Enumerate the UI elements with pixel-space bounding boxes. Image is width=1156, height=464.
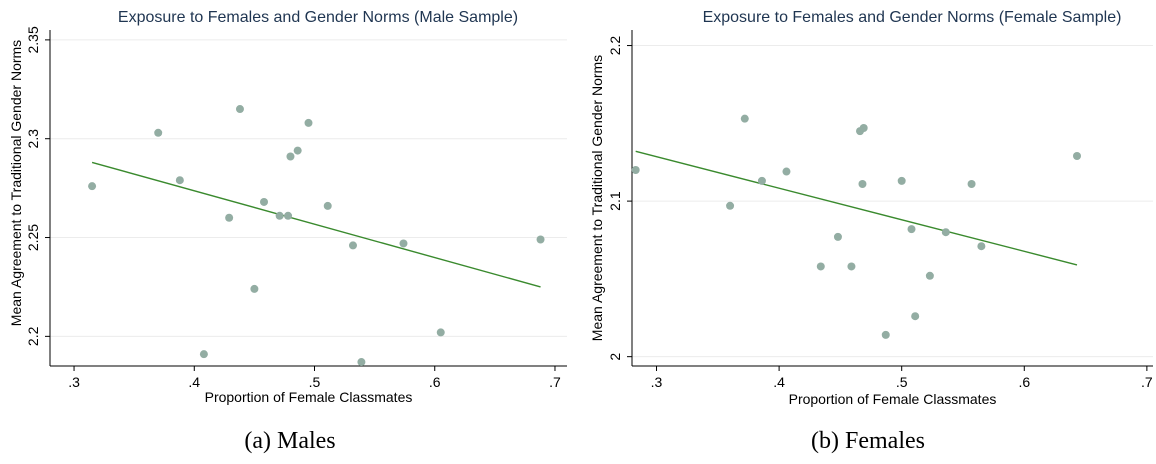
- y-axis-label: Mean Agreement to Traditional Gender Nor…: [8, 40, 24, 326]
- scatter-point: [436, 328, 445, 337]
- fit-line: [91, 161, 541, 288]
- x-tick-label: .5: [896, 374, 908, 390]
- x-tick-label: .6: [429, 374, 441, 390]
- scatter-point: [286, 152, 295, 161]
- scatter-point: [911, 312, 920, 321]
- scatter-point: [284, 211, 293, 220]
- x-tick-label: .4: [188, 374, 200, 390]
- scatter-chart-males: .3 .4 .5 .6 .7 2.2 2.25 2.3 2.35 Exposure to Fema…: [8, 9, 567, 405]
- x-axis-label: Proportion of Female Classmates: [789, 391, 997, 407]
- scatter-point: [250, 284, 259, 293]
- scatter-point: [260, 197, 269, 206]
- scatter-point: [199, 350, 208, 359]
- scatter-point: [907, 225, 916, 234]
- scatter-point: [399, 239, 408, 248]
- scatter-point: [833, 232, 842, 241]
- scatter-point: [323, 201, 332, 210]
- scatter-point: [816, 262, 825, 271]
- chart-panel-females: .3 .4 .5 .6 .7 2 2.1 2.2 Exposure to Females and…: [580, 0, 1156, 464]
- scatter-point: [225, 213, 234, 222]
- scatter-point: [304, 118, 313, 127]
- x-tick-label: .3: [651, 374, 663, 390]
- scatter-point: [740, 114, 749, 123]
- scatter-point: [847, 262, 856, 271]
- scatter-point: [536, 235, 545, 244]
- scatter-point: [175, 176, 184, 185]
- y-tick-label: 2.25: [25, 224, 41, 251]
- caption-males: (a) Males: [244, 428, 336, 454]
- scatter-point: [881, 330, 890, 339]
- scatter-point: [357, 358, 366, 367]
- scatter-point: [154, 128, 163, 137]
- scatter-point: [977, 242, 986, 251]
- caption-females: (b) Females: [811, 428, 925, 454]
- chart-panel-males: .3 .4 .5 .6 .7 2.2 2.25 2.3 2.35 Exposure to Fema…: [8, 9, 567, 454]
- x-tick-label: .7: [1141, 374, 1153, 390]
- x-tick-label: .4: [773, 374, 785, 390]
- y-axis-label: Mean Agreement to Traditional Gender Nor…: [589, 55, 605, 341]
- scatter-point: [757, 176, 766, 185]
- scatter-point: [925, 271, 934, 280]
- x-tick-label: .6: [1018, 374, 1030, 390]
- scatter-point: [275, 211, 284, 220]
- x-axis-label: Proportion of Female Classmates: [205, 389, 413, 405]
- scatter-point: [235, 105, 244, 114]
- scatter-point: [897, 176, 906, 185]
- scatter-point: [293, 146, 302, 155]
- x-tick-label: .7: [549, 374, 561, 390]
- scatter-point: [726, 201, 735, 210]
- scatter-point: [967, 180, 976, 188]
- scatter-point: [1072, 152, 1081, 160]
- scatter-point: [348, 241, 357, 250]
- scatter-point: [88, 182, 97, 191]
- scatter-chart-females: .3 .4 .5 .6 .7 2 2.1 2.2 Exposure to Females and…: [589, 9, 1153, 407]
- y-tick-label: 2.1: [607, 191, 623, 211]
- x-tick-label: .3: [68, 374, 80, 390]
- scatter-point: [941, 228, 950, 237]
- scatter-point: [631, 166, 640, 174]
- scatter-point: [858, 180, 867, 188]
- chart-title: Exposure to Females and Gender Norms (Fe…: [703, 9, 1122, 26]
- y-tick-label: 2.3: [25, 129, 41, 149]
- y-tick-label: 2.35: [25, 26, 41, 53]
- y-tick-label: 2: [607, 353, 623, 361]
- x-tick-label: .5: [309, 374, 321, 390]
- scatter-point: [782, 167, 791, 176]
- fit-line: [635, 150, 1078, 266]
- chart-title: Exposure to Females and Gender Norms (Ma…: [118, 9, 518, 26]
- y-tick-label: 2.2: [25, 326, 41, 346]
- scatter-point: [859, 124, 868, 132]
- y-tick-label: 2.2: [607, 36, 623, 56]
